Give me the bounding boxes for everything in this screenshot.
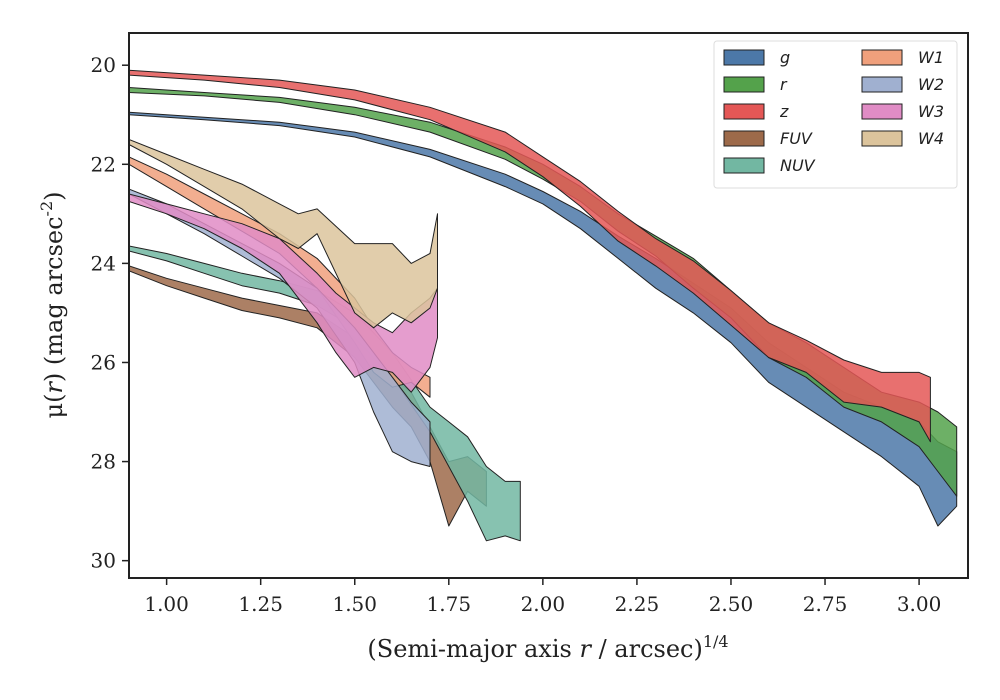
x-tick-label: 2.00	[521, 592, 566, 616]
x-axis: 1.00 1.25 1.50 1.75 2.00 2.25 2.50 2.75 3.00	[144, 578, 941, 616]
legend-swatch-w4	[861, 130, 903, 147]
legend-swatch-z	[723, 103, 765, 120]
legend-label-z: z	[779, 102, 789, 121]
legend-label-w4: W4	[918, 129, 944, 148]
x-tick-label: 2.25	[615, 592, 660, 616]
legend-swatch-g	[723, 49, 765, 66]
legend-label-w3: W3	[918, 102, 944, 121]
y-tick-label: 26	[91, 350, 116, 374]
x-tick-label: 1.25	[238, 592, 283, 616]
x-tick-label: 3.00	[897, 592, 942, 616]
series-band-w4	[129, 139, 438, 329]
y-axis-label: μ(r) (mag arcsec-2​)	[37, 191, 68, 418]
series-band-z	[129, 69, 931, 443]
legend-swatch-w2	[861, 76, 903, 93]
legend-swatch-w1	[861, 49, 903, 66]
series-band-w3	[129, 193, 438, 393]
legend-swatch-w3	[861, 103, 903, 120]
y-tick-label: 24	[91, 251, 116, 275]
legend: grz FUV NUV W1 W2 W3 W4	[713, 40, 958, 189]
legend-label-r: r	[780, 75, 788, 94]
legend-label-nuv: NUV	[780, 156, 816, 175]
y-tick-label: 20	[91, 53, 116, 77]
x-tick-label: 1.50	[332, 592, 377, 616]
x-tick-label: 2.75	[803, 592, 848, 616]
legend-label-fuv: FUV	[780, 129, 813, 148]
x-tick-label: 1.00	[144, 592, 189, 616]
x-tick-label: 1.75	[427, 592, 472, 616]
legend-swatch-nuv	[723, 157, 765, 174]
legend-swatch-fuv	[723, 130, 765, 147]
legend-label-w2: W2	[918, 75, 944, 94]
legend-swatch-r	[723, 76, 765, 93]
series-layer	[129, 69, 958, 542]
x-axis-label: (Semi-major axis r / arcsec)1/4​	[367, 632, 728, 663]
y-tick-label: 22	[91, 152, 116, 176]
y-tick-label: 30	[91, 549, 116, 573]
y-tick-label: 28	[91, 450, 116, 474]
x-tick-label: 2.50	[709, 592, 754, 616]
plot-frame	[128, 32, 969, 579]
legend-label-w1: W1	[918, 48, 944, 67]
legend-label-g: g	[780, 48, 790, 67]
y-axis: 20 22 24 26 28 30	[91, 53, 129, 573]
series-band-g	[129, 111, 958, 527]
